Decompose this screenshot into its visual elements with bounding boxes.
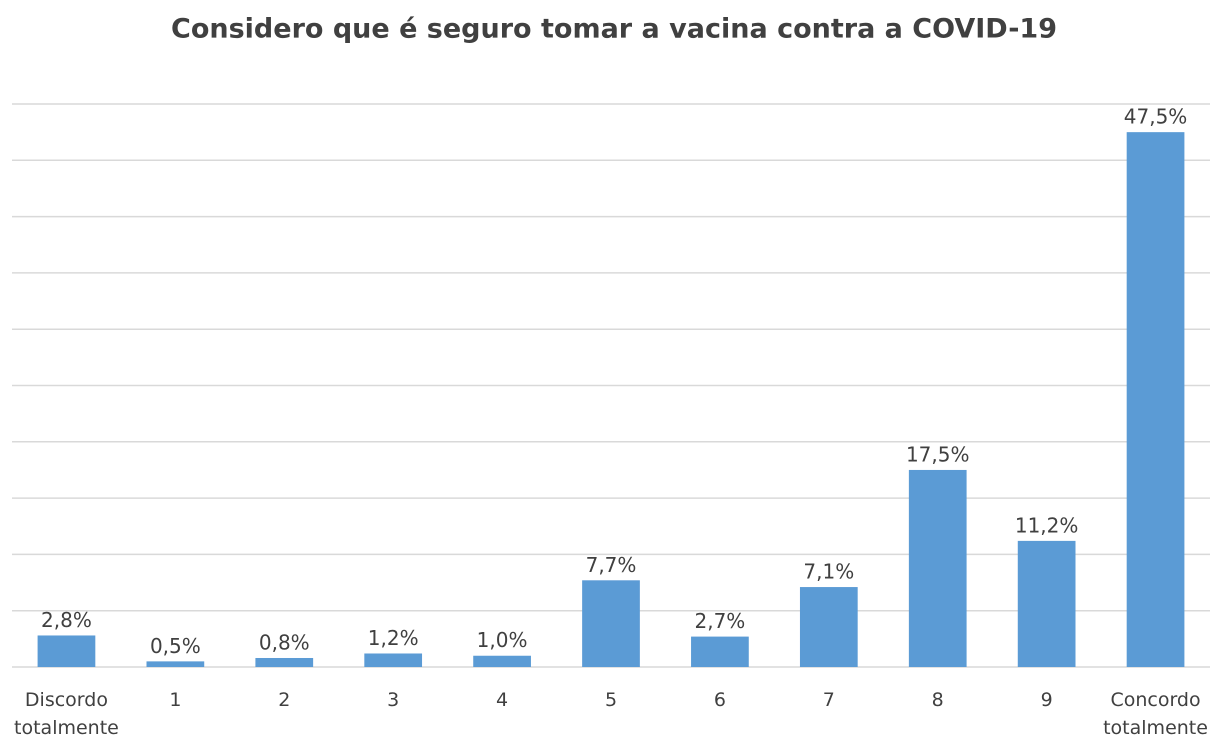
data-label: 11,2% bbox=[1015, 513, 1079, 537]
x-tick-label: 9 bbox=[1040, 689, 1053, 711]
bar bbox=[146, 661, 205, 667]
x-tick-label: Concordo totalmente bbox=[1103, 689, 1208, 739]
chart-title: Considero que é seguro tomar a vacina co… bbox=[171, 14, 1057, 45]
x-tick-label: 6 bbox=[713, 689, 726, 711]
bar bbox=[799, 587, 858, 667]
x-tick-label: 4 bbox=[496, 689, 509, 711]
x-tick-label: 1 bbox=[169, 689, 182, 711]
data-label: 0,5% bbox=[150, 634, 201, 658]
data-label: 2,7% bbox=[695, 609, 746, 633]
data-label: 47,5% bbox=[1124, 105, 1188, 129]
x-tick-label: 7 bbox=[822, 689, 835, 711]
x-tick-label: 8 bbox=[931, 689, 944, 711]
bar bbox=[1017, 540, 1076, 667]
data-label: 2,8% bbox=[41, 608, 92, 632]
x-tick-label: 2 bbox=[278, 689, 291, 711]
bar bbox=[255, 657, 314, 667]
bar bbox=[37, 635, 96, 667]
data-label: 1,2% bbox=[368, 626, 419, 650]
x-tick-label: 5 bbox=[604, 689, 618, 711]
data-label: 1,0% bbox=[477, 628, 528, 652]
bar bbox=[364, 653, 423, 667]
bar bbox=[473, 655, 531, 667]
x-tick-label: Discordo totalmente bbox=[14, 689, 119, 739]
data-label: 7,1% bbox=[803, 560, 854, 584]
data-label: 0,8% bbox=[259, 630, 310, 654]
x-tick-label: 3 bbox=[387, 689, 400, 711]
data-label: 7,7% bbox=[586, 553, 637, 577]
data-label: 17,5% bbox=[906, 442, 970, 466]
bar bbox=[1126, 132, 1185, 667]
bar bbox=[582, 580, 640, 667]
bar bbox=[908, 469, 967, 667]
bar bbox=[691, 636, 749, 667]
